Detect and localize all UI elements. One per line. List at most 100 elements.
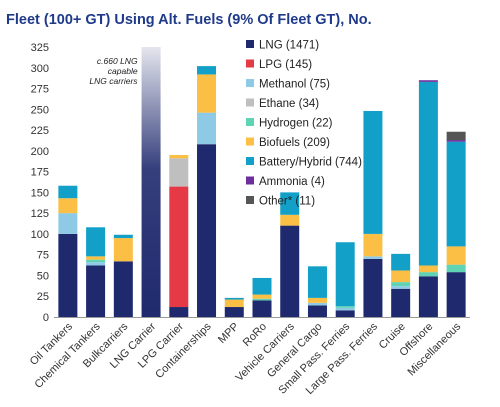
bar-segment xyxy=(86,259,106,263)
annotation-text: capable xyxy=(108,66,138,76)
bar-segment xyxy=(335,306,355,308)
y-tick-label: 300 xyxy=(31,63,49,75)
bar-segment xyxy=(113,234,133,239)
bar-segment xyxy=(446,140,466,142)
bar-segment xyxy=(86,256,106,260)
y-axis: 0 25 50 75 100 125 150 175 200 225 250 275 300 325 xyxy=(31,42,49,324)
y-tick-label: 275 xyxy=(31,84,49,96)
legend-swatch xyxy=(246,196,254,204)
y-tick-label: 0 xyxy=(43,312,49,324)
y-tick-label: 50 xyxy=(37,270,49,282)
bar-segment xyxy=(252,294,272,299)
legend-label: LNG (1471) xyxy=(259,40,319,52)
bar-segment xyxy=(307,297,327,303)
bar-segment xyxy=(58,213,78,234)
bar-segment xyxy=(363,233,383,257)
bar-segment xyxy=(446,131,466,141)
bar-segment xyxy=(391,282,411,287)
bar-segment xyxy=(58,185,78,199)
bar-segment xyxy=(446,246,466,265)
bar-segment xyxy=(391,253,411,271)
bar-segment xyxy=(224,299,244,308)
bar-segment xyxy=(58,198,78,214)
bar-segment xyxy=(363,256,383,259)
bar-segment xyxy=(169,155,189,159)
bar-segment xyxy=(363,110,383,234)
y-tick-label: 150 xyxy=(31,187,49,199)
y-tick-label: 100 xyxy=(31,229,49,241)
bar-segment xyxy=(335,307,355,311)
y-tick-label: 125 xyxy=(31,208,49,220)
bar-segment xyxy=(197,66,217,75)
annotation-text: c.660 LNG xyxy=(97,56,138,66)
bar-segment xyxy=(446,264,466,273)
bar-segment xyxy=(307,305,327,317)
legend-swatch xyxy=(246,98,254,107)
bar-segment xyxy=(391,288,411,317)
chart-title: Fleet (100+ GT) Using Alt. Fuels (9% Of … xyxy=(6,12,372,28)
legend-swatch xyxy=(246,157,254,165)
legend-swatch xyxy=(246,137,254,146)
annotation-text: LNG carriers xyxy=(89,76,138,86)
legend-label: Ethane (34) xyxy=(259,98,319,110)
bar-segment xyxy=(141,47,161,317)
bar-segment xyxy=(418,81,438,266)
legend-swatch xyxy=(246,59,254,68)
bar-segment xyxy=(169,186,189,308)
bar-segment xyxy=(446,272,466,317)
bar-segment xyxy=(391,286,411,289)
y-tick-label: 250 xyxy=(31,104,49,116)
bar-segment xyxy=(197,112,217,145)
bar-segment xyxy=(252,298,272,301)
bar-segment xyxy=(224,297,244,300)
legend-label: Biofuels (209) xyxy=(259,137,330,149)
bar-segment xyxy=(197,144,217,317)
bar-segment xyxy=(197,74,217,113)
y-tick-label: 325 xyxy=(31,42,49,54)
legend-label: LPG (145) xyxy=(259,59,312,71)
y-tick-label: 25 xyxy=(37,291,49,303)
bar-segment xyxy=(224,307,244,317)
y-tick-label: 75 xyxy=(37,250,49,262)
bar-segment xyxy=(86,262,106,266)
bar-segment xyxy=(169,307,189,317)
bar-segment xyxy=(280,214,300,226)
bar-segment xyxy=(280,225,300,317)
bar-segment xyxy=(418,272,438,277)
bar-segment xyxy=(307,302,327,306)
bar-segment xyxy=(446,141,466,247)
y-tick-label: 175 xyxy=(31,167,49,179)
bar-segment xyxy=(335,242,355,307)
bar-segment xyxy=(113,261,133,317)
legend-swatch xyxy=(246,79,254,87)
bar-segment xyxy=(280,192,300,215)
legend-swatch xyxy=(246,176,254,185)
bar-segment xyxy=(252,300,272,317)
legend-swatch xyxy=(246,40,254,48)
x-category-label: MPP xyxy=(216,321,241,346)
legend-label: Hydrogen (22) xyxy=(259,118,333,130)
bar-segment xyxy=(252,277,272,295)
bar-segment xyxy=(86,265,106,317)
bar-segment xyxy=(113,238,133,262)
bar-segment xyxy=(418,276,438,317)
bar-segment xyxy=(86,227,106,257)
bar-segment xyxy=(363,258,383,317)
bar-segment xyxy=(307,266,327,298)
bar-segment xyxy=(335,310,355,317)
y-tick-label: 225 xyxy=(31,125,49,137)
y-tick-label: 200 xyxy=(31,146,49,158)
legend-swatch xyxy=(246,118,254,126)
bar-segment xyxy=(418,265,438,273)
bar-segment xyxy=(169,158,189,187)
legend-label: Methanol (75) xyxy=(259,79,330,91)
bar-segment xyxy=(418,80,438,82)
legend-label: Battery/Hybrid (744) xyxy=(259,157,362,169)
legend: LNG (1471) LPG (145) Methanol (75) Ethane (… xyxy=(246,40,362,208)
bars-group xyxy=(58,47,466,317)
legend-label: Other* (11) xyxy=(259,196,315,208)
